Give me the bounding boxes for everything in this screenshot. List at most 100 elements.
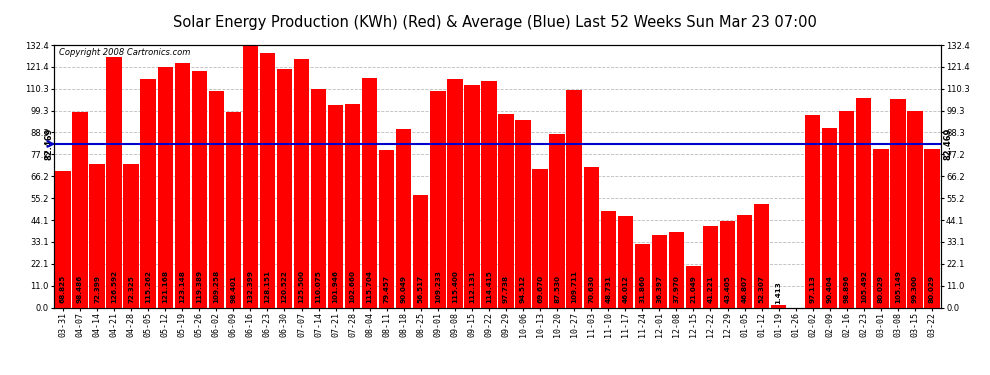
Text: Solar Energy Production (KWh) (Red) & Average (Blue) Last 52 Weeks Sun Mar 23 07: Solar Energy Production (KWh) (Red) & Av… [173, 15, 817, 30]
Text: 90.049: 90.049 [401, 274, 407, 303]
Bar [72, 112, 88, 308]
Bar [209, 91, 224, 308]
Text: 115.704: 115.704 [366, 270, 372, 303]
Bar [533, 170, 547, 308]
Text: 46.807: 46.807 [742, 274, 747, 303]
Text: 52.307: 52.307 [758, 274, 764, 303]
Text: 125.500: 125.500 [299, 270, 305, 303]
Bar [481, 81, 497, 308]
Bar [583, 168, 599, 308]
Bar [498, 114, 514, 308]
Bar [601, 211, 616, 308]
Text: 72.325: 72.325 [128, 274, 134, 303]
Text: 101.946: 101.946 [333, 270, 339, 303]
Bar [549, 134, 564, 308]
Text: 119.389: 119.389 [196, 269, 202, 303]
Bar [277, 69, 292, 308]
Bar [720, 222, 736, 308]
Bar [174, 63, 190, 308]
Bar [226, 112, 241, 308]
Text: 109.233: 109.233 [435, 270, 441, 303]
Text: 105.492: 105.492 [861, 270, 867, 303]
Bar [55, 171, 70, 308]
Bar [686, 266, 701, 308]
Bar [89, 164, 105, 308]
Text: 102.660: 102.660 [349, 270, 355, 303]
Bar [447, 79, 462, 308]
Text: 112.131: 112.131 [469, 270, 475, 303]
Text: 46.012: 46.012 [623, 274, 629, 303]
Text: 87.530: 87.530 [554, 274, 560, 303]
Text: 37.970: 37.970 [673, 274, 679, 303]
Text: 97.113: 97.113 [810, 274, 816, 303]
Bar [737, 215, 752, 308]
Text: 121.168: 121.168 [162, 270, 168, 303]
Bar [192, 71, 207, 308]
Text: 90.404: 90.404 [827, 274, 833, 303]
Text: 80.029: 80.029 [929, 274, 935, 303]
Text: 36.397: 36.397 [656, 274, 662, 303]
Text: 109.711: 109.711 [571, 270, 577, 303]
Text: 41.221: 41.221 [708, 275, 714, 303]
Text: 82.469: 82.469 [943, 128, 952, 160]
Text: 97.738: 97.738 [503, 274, 509, 303]
Text: Copyright 2008 Cartronics.com: Copyright 2008 Cartronics.com [58, 48, 190, 57]
Text: 98.486: 98.486 [77, 274, 83, 303]
Bar [635, 244, 650, 308]
Text: 110.075: 110.075 [316, 270, 322, 303]
Text: 82.469: 82.469 [45, 128, 53, 160]
Bar [651, 236, 667, 308]
Text: 69.670: 69.670 [537, 274, 544, 303]
Text: 126.592: 126.592 [111, 269, 117, 303]
Text: 132.399: 132.399 [248, 270, 253, 303]
Bar [907, 111, 923, 308]
Bar [259, 53, 275, 307]
Text: 21.049: 21.049 [690, 274, 696, 303]
Text: 80.029: 80.029 [878, 274, 884, 303]
Bar [840, 111, 854, 308]
Bar [243, 45, 258, 308]
Text: 56.517: 56.517 [418, 274, 424, 303]
Bar [668, 232, 684, 308]
Bar [771, 305, 786, 308]
Bar [396, 129, 412, 308]
Bar [328, 105, 344, 308]
Bar [311, 89, 327, 308]
Bar [345, 104, 360, 308]
Bar [566, 90, 582, 308]
Text: 31.860: 31.860 [640, 274, 645, 303]
Text: 1.413: 1.413 [775, 281, 782, 304]
Text: 120.522: 120.522 [281, 270, 287, 303]
Bar [873, 149, 889, 308]
Text: 128.151: 128.151 [264, 270, 270, 303]
Bar [413, 195, 429, 308]
Text: 48.731: 48.731 [605, 274, 611, 303]
Text: 123.148: 123.148 [179, 270, 185, 303]
Text: 98.896: 98.896 [843, 274, 849, 303]
Text: 94.512: 94.512 [520, 274, 526, 303]
Bar [157, 67, 173, 308]
Bar [856, 98, 871, 308]
Text: 114.415: 114.415 [486, 270, 492, 303]
Bar [890, 99, 906, 308]
Text: 115.400: 115.400 [451, 270, 458, 303]
Text: 68.825: 68.825 [60, 274, 66, 303]
Bar [106, 57, 122, 308]
Text: 43.405: 43.405 [725, 274, 731, 303]
Bar [464, 85, 479, 308]
Bar [379, 150, 394, 308]
Bar [431, 91, 446, 308]
Bar [703, 226, 718, 308]
Text: 109.258: 109.258 [213, 269, 220, 303]
Bar [362, 78, 377, 308]
Bar [141, 79, 155, 308]
Text: 79.457: 79.457 [384, 274, 390, 303]
Text: 105.149: 105.149 [895, 270, 901, 303]
Bar [124, 164, 139, 308]
Text: 115.262: 115.262 [146, 270, 151, 303]
Text: 98.401: 98.401 [231, 274, 237, 303]
Text: 70.630: 70.630 [588, 274, 594, 303]
Bar [294, 58, 309, 308]
Bar [925, 149, 940, 308]
Text: 72.399: 72.399 [94, 274, 100, 303]
